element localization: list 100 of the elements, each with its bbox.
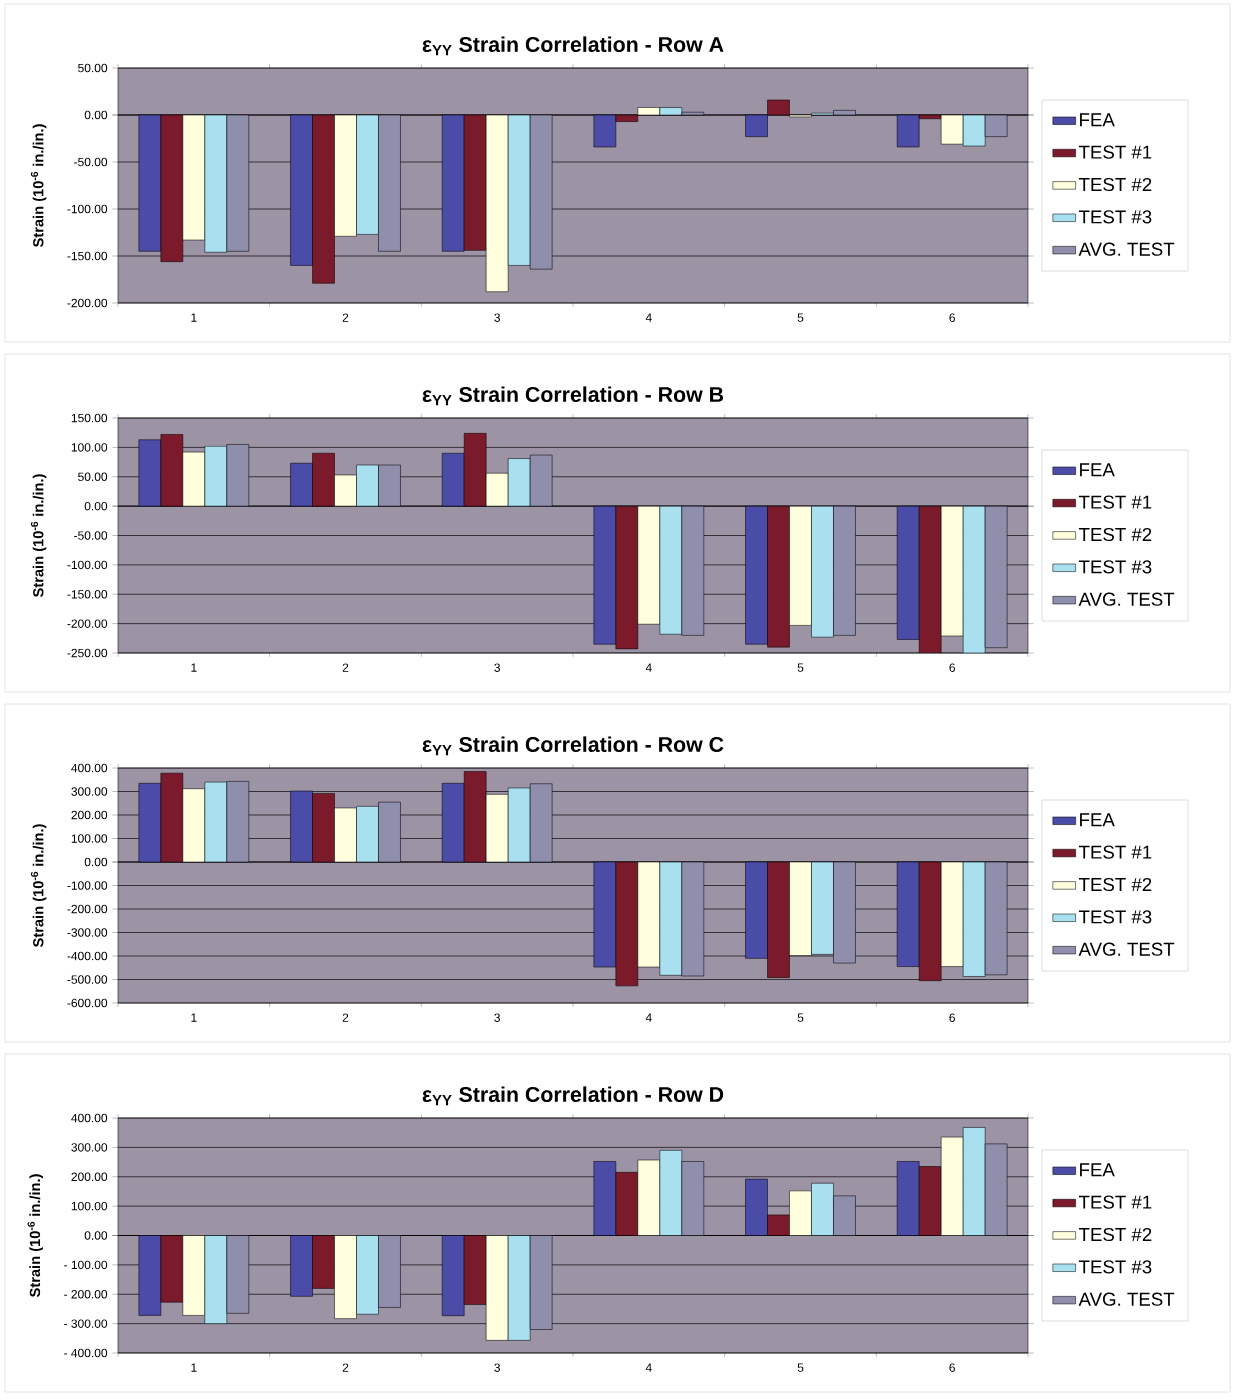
x-tick-label: 1	[191, 313, 197, 322]
bar	[811, 505, 834, 638]
x-tick-label: 3	[494, 313, 500, 322]
bar	[767, 505, 790, 648]
x-tick-label: 4	[645, 313, 652, 322]
y-tick-label: - 400.00	[64, 1348, 108, 1358]
x-tick-label: 2	[342, 1363, 349, 1372]
y-tick-label: 50.00	[78, 472, 108, 482]
y-tick-label: - 200.00	[64, 1290, 108, 1299]
chart-title: ε$_{YY}$ Strain Correlation - Row B	[422, 386, 724, 406]
bar	[204, 445, 228, 507]
x-tick-label: 3	[494, 1013, 500, 1022]
y-tick-label: 100.00	[71, 1201, 108, 1211]
bar	[615, 505, 639, 650]
legend-label: AVG. TEST	[1078, 242, 1175, 256]
legend-label: FEA	[1080, 463, 1115, 477]
bar	[637, 505, 661, 625]
x-tick-label: 3	[494, 1363, 500, 1372]
x-tick-label: 1	[191, 1363, 197, 1372]
x-tick-label: 5	[797, 1363, 804, 1372]
x-tick-label: 4	[645, 1363, 652, 1372]
y-tick-label: 50.00	[78, 63, 108, 73]
y-tick-label: -300.00	[67, 928, 108, 937]
bar	[659, 505, 683, 635]
y-tick-label: -400.00	[67, 951, 108, 961]
x-tick-label: 6	[949, 1013, 955, 1022]
legend-label: TEST #2	[1078, 527, 1152, 542]
y-tick-label: -200.00	[67, 904, 108, 914]
y-tick-label: 150.00	[71, 413, 108, 423]
y-tick-label: -200.00	[67, 298, 108, 308]
chart-title: ε$_{YY}$ Strain Correlation - Row D	[422, 1086, 724, 1106]
y-tick-label: 100.00	[71, 834, 108, 843]
y-tick-label: 0.00	[84, 501, 108, 511]
chart-title: ε$_{YY}$ Strain Correlation - Row C	[422, 736, 724, 756]
y-tick-label: -50.00	[74, 157, 108, 167]
x-tick-label: 4	[645, 1013, 652, 1022]
legend-label: AVG. TEST	[1078, 592, 1175, 606]
legend-label: AVG. TEST	[1078, 942, 1175, 956]
y-tick-label: -150.00	[67, 590, 108, 599]
x-tick-label: 6	[949, 663, 955, 672]
bar	[463, 433, 487, 507]
y-tick-label: -600.00	[67, 998, 108, 1008]
y-tick-label: -100.00	[67, 204, 108, 214]
y-tick-label: - 100.00	[64, 1260, 108, 1270]
y-tick-label: 0.00	[84, 110, 108, 120]
x-tick-label: 1	[191, 663, 197, 672]
bar	[160, 434, 184, 507]
y-tick-label: 200.00	[71, 810, 108, 820]
legend-label: TEST #3	[1078, 1260, 1152, 1274]
x-tick-label: 4	[645, 663, 652, 672]
legend-label: TEST #1	[1078, 845, 1152, 859]
y-tick-label: 100.00	[71, 443, 108, 452]
legend-label: FEA	[1080, 1163, 1115, 1177]
legend-label: TEST #1	[1078, 145, 1152, 159]
legend-label: TEST #2	[1078, 877, 1152, 892]
y-tick-label: - 300.00	[64, 1319, 108, 1328]
bar	[485, 472, 509, 507]
y-tick-label: -150.00	[67, 251, 108, 261]
x-tick-label: 5	[797, 313, 804, 322]
x-tick-label: 5	[797, 1013, 804, 1022]
y-tick-label: -250.00	[67, 648, 108, 658]
x-tick-label: 1	[191, 1013, 197, 1022]
y-axis-title: Strain (10$^{-6}$ in./in.)	[30, 824, 47, 948]
bar	[356, 464, 379, 507]
y-tick-label: 400.00	[71, 1113, 108, 1123]
legend-label: TEST #3	[1078, 560, 1152, 574]
y-tick-label: -50.00	[74, 531, 108, 540]
chart-title: ε$_{YY}$ Strain Correlation - Row A	[422, 36, 724, 56]
y-tick-label: -500.00	[67, 975, 108, 984]
y-tick-label: 200.00	[71, 1172, 108, 1182]
y-tick-label: -100.00	[67, 560, 108, 570]
bar	[962, 505, 986, 654]
legend-label: TEST #1	[1078, 495, 1152, 509]
y-tick-label: 0.00	[84, 1231, 108, 1240]
bar	[918, 505, 942, 654]
legend-label: FEA	[1080, 113, 1115, 127]
legend-label: TEST #2	[1078, 177, 1152, 192]
legend-label: FEA	[1080, 813, 1115, 827]
y-tick-label: 0.00	[84, 857, 108, 867]
bar	[312, 452, 335, 507]
bar	[334, 474, 357, 507]
x-tick-label: 5	[797, 663, 804, 672]
y-tick-label: 300.00	[71, 787, 108, 796]
legend-label: AVG. TEST	[1078, 1292, 1175, 1306]
x-tick-label: 2	[342, 313, 349, 322]
y-tick-label: 300.00	[71, 1143, 108, 1152]
y-tick-label: -200.00	[67, 619, 108, 628]
y-axis-title: Strain (10$^{-6}$ in./in.)	[27, 1174, 44, 1298]
legend-label: TEST #3	[1078, 210, 1152, 224]
legend-label: TEST #3	[1078, 910, 1152, 924]
x-tick-label: 2	[342, 1013, 349, 1022]
x-tick-label: 3	[494, 663, 500, 672]
bar	[507, 458, 531, 507]
legend-label: TEST #2	[1078, 1227, 1152, 1242]
x-tick-label: 2	[342, 663, 349, 672]
bar	[789, 505, 812, 626]
legend-label: TEST #1	[1078, 1195, 1152, 1209]
y-axis-title: Strain (10$^{-6}$ in./in.)	[30, 474, 47, 598]
y-axis-title: Strain (10$^{-6}$ in./in.)	[30, 124, 47, 248]
y-tick-label: -100.00	[67, 881, 108, 890]
